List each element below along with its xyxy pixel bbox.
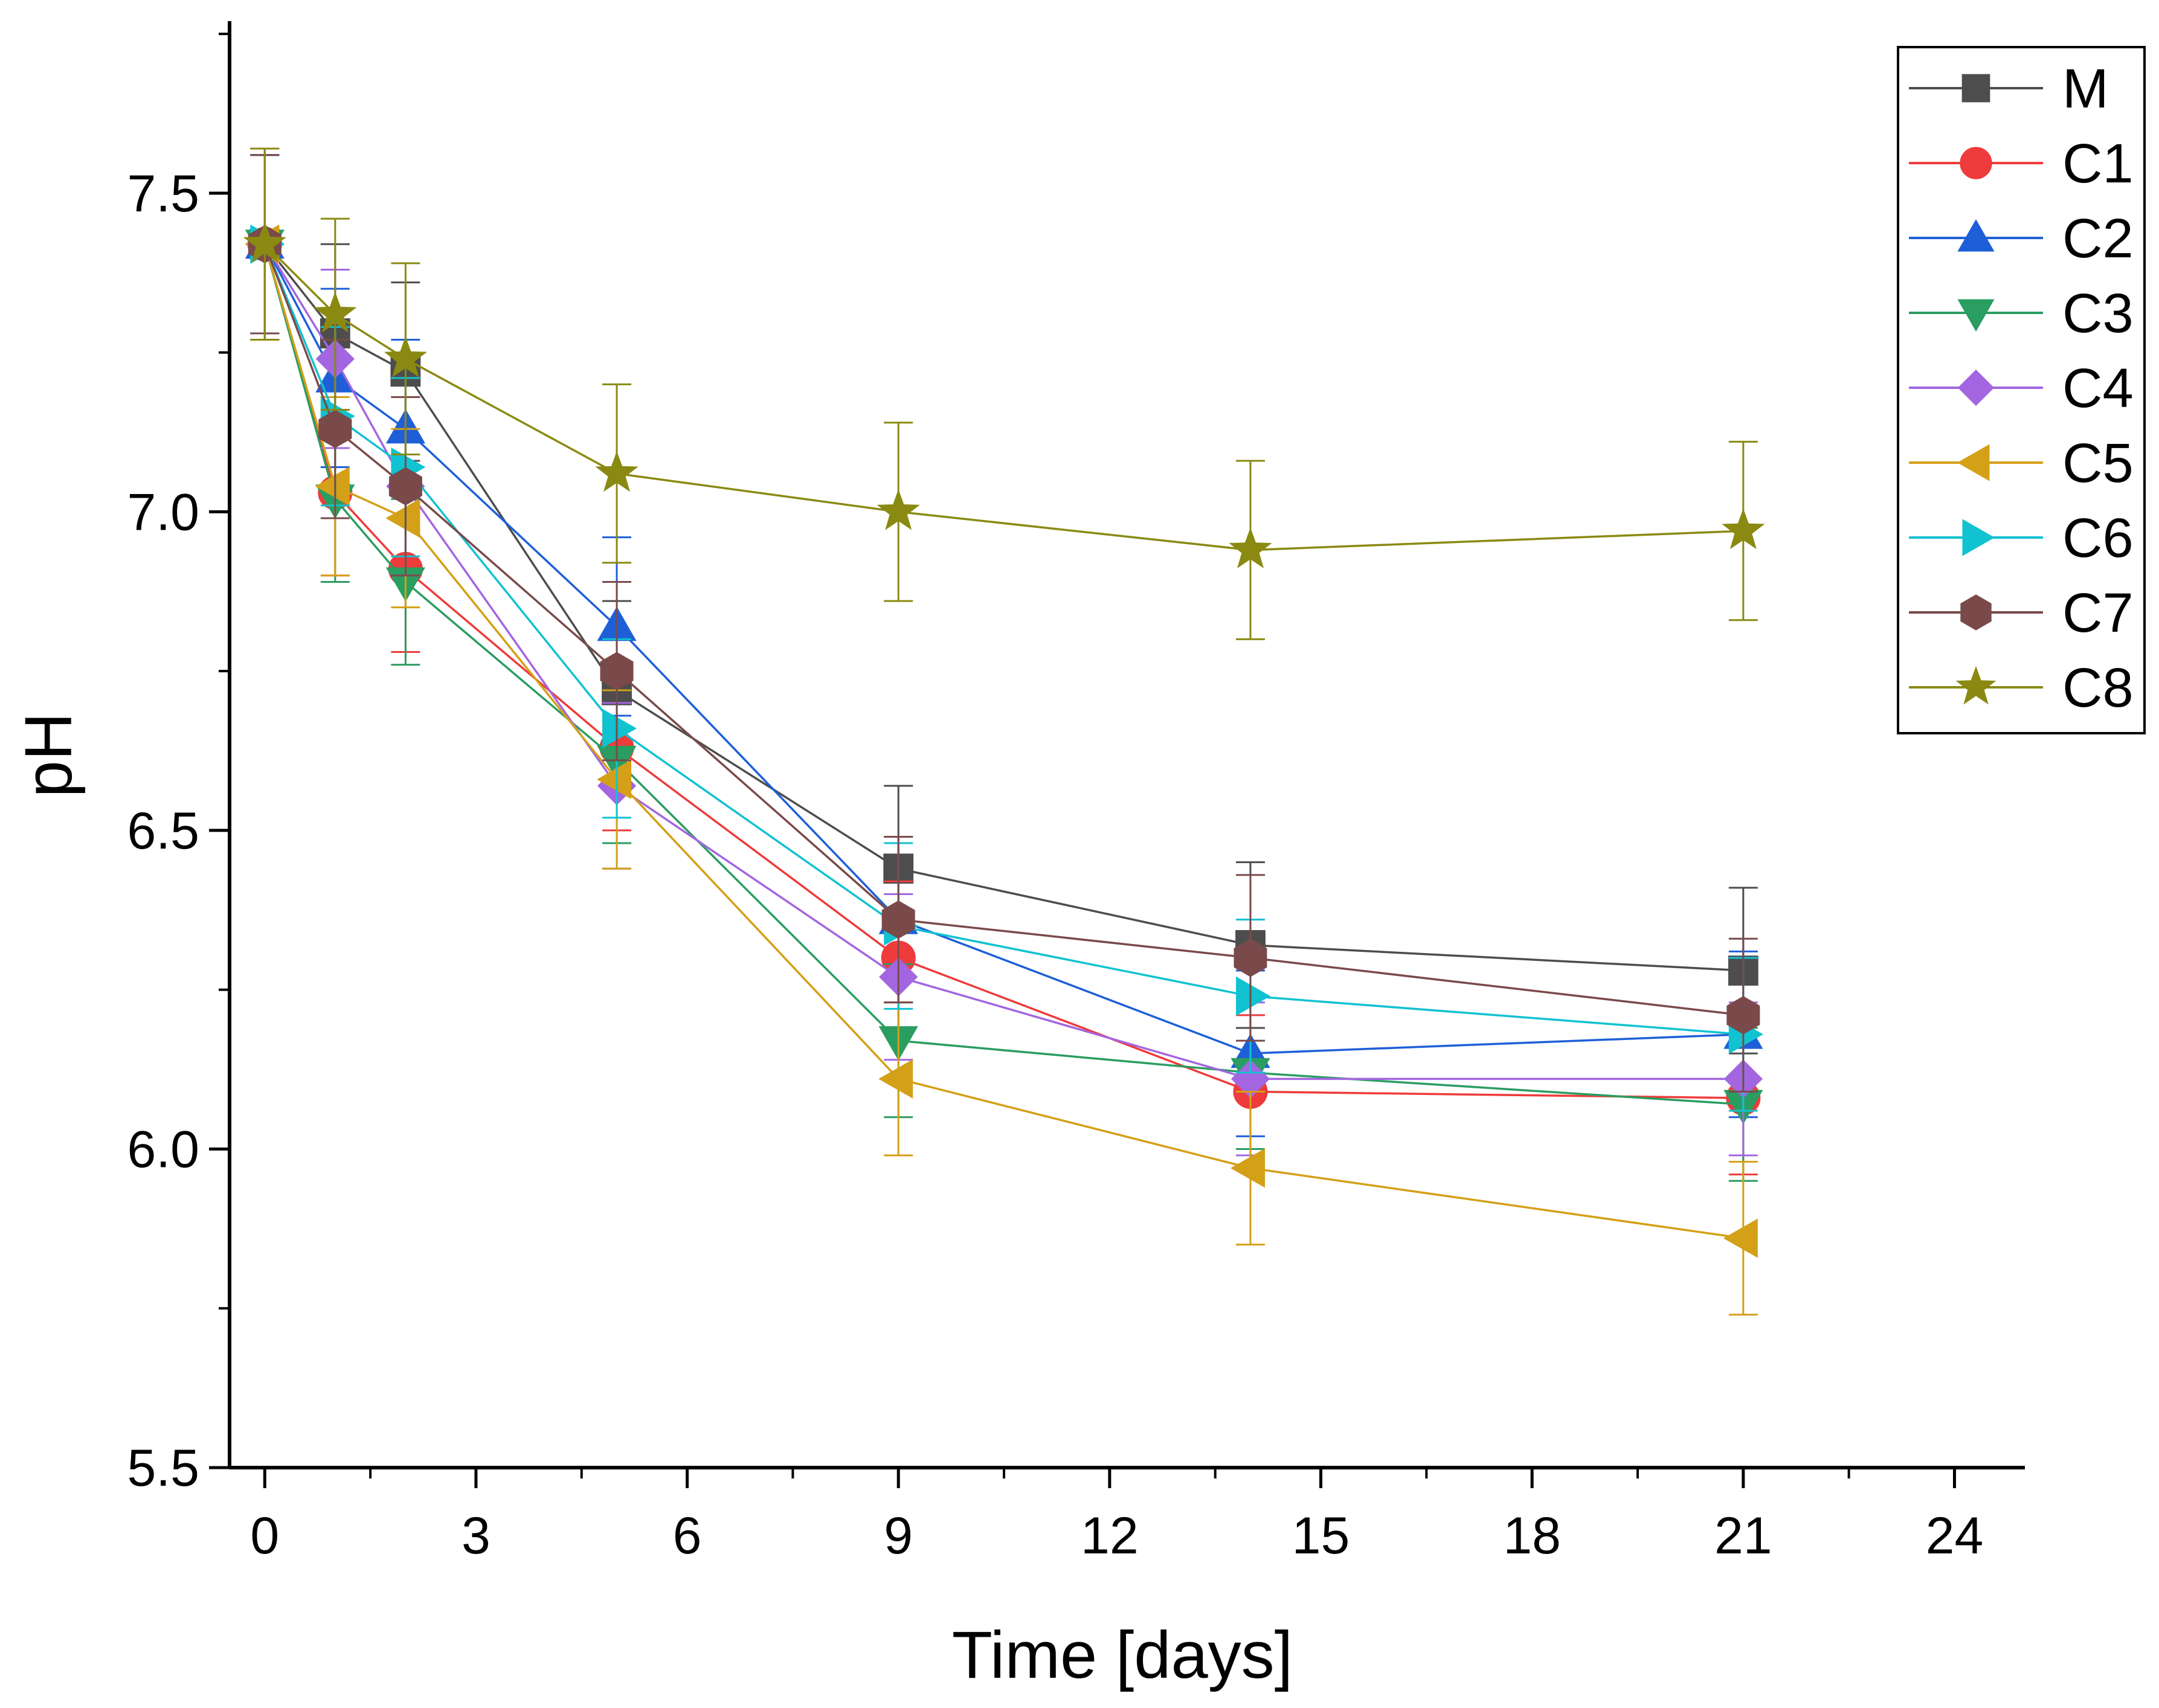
legend-label-M: M xyxy=(2062,58,2109,120)
x-tick-label: 0 xyxy=(250,1507,279,1565)
legend-label-C2: C2 xyxy=(2062,208,2134,269)
x-tick-label: 12 xyxy=(1081,1507,1139,1565)
y-tick-label: 7.5 xyxy=(127,165,199,223)
x-tick-label: 3 xyxy=(462,1507,491,1565)
data-point-C7 xyxy=(881,900,915,939)
legend-marker-C2 xyxy=(1957,219,1995,252)
legend-marker-C4 xyxy=(1957,369,1995,406)
y-tick-label: 7.0 xyxy=(127,483,199,541)
y-axis-title: pH xyxy=(11,713,86,798)
data-point-C5 xyxy=(596,759,631,800)
data-point-C5 xyxy=(1723,1218,1758,1258)
data-point-C8 xyxy=(314,291,357,333)
data-point-C7 xyxy=(318,409,352,448)
y-tick-label: 6.0 xyxy=(127,1120,199,1178)
x-tick-label: 21 xyxy=(1714,1507,1772,1565)
data-point-C8 xyxy=(1229,527,1272,568)
y-tick-label: 5.5 xyxy=(127,1439,199,1497)
legend-marker-C1 xyxy=(1960,147,1992,179)
data-point-C8 xyxy=(384,336,428,377)
data-point-C5 xyxy=(385,498,420,538)
data-point-C6 xyxy=(602,708,637,748)
legend-label-C8: C8 xyxy=(2062,657,2134,719)
x-tick-label: 15 xyxy=(1292,1507,1350,1565)
x-tick-label: 9 xyxy=(884,1507,913,1565)
data-point-C8 xyxy=(243,221,286,263)
x-tick-label: 6 xyxy=(673,1507,702,1565)
series-C8 xyxy=(243,147,1765,640)
axes-layer: 0 3 6 9 12 15 18 21 24 5.5 6.0 6.5 7.0 7.5 xyxy=(127,21,2025,1565)
legend-marker-C6 xyxy=(1962,519,1995,556)
data-point-C8 xyxy=(1722,508,1765,550)
y-tick-label: 6.5 xyxy=(127,802,199,860)
data-point-C8 xyxy=(877,489,920,530)
legend-label-C5: C5 xyxy=(2062,432,2134,494)
legend-marker-C5 xyxy=(1957,444,1990,481)
data-point-C6 xyxy=(1236,976,1271,1016)
legend-marker-C7 xyxy=(1960,594,1992,631)
data-point-C5 xyxy=(315,466,350,506)
series-layer xyxy=(243,147,1765,1316)
plot-area: 0 3 6 9 12 15 18 21 24 5.5 6.0 6.5 7.0 7.5 xyxy=(127,21,2025,1565)
legend: M C1 C2 C3 C4 C5 C6 C7 C8 xyxy=(1897,46,2146,734)
data-point-C8 xyxy=(595,451,639,492)
legend-marker-C3 xyxy=(1957,299,1995,332)
legend-marker-C8 xyxy=(1955,666,1997,705)
legend-label-C6: C6 xyxy=(2062,507,2134,569)
data-point-C5 xyxy=(1230,1148,1265,1188)
legend-box xyxy=(1897,46,2146,734)
data-point-C7 xyxy=(1726,996,1760,1035)
data-point-C7 xyxy=(1234,939,1267,977)
x-tick-label: 18 xyxy=(1503,1507,1561,1565)
data-point-C5 xyxy=(878,1059,913,1099)
x-axis-title: Time [days] xyxy=(952,1618,1293,1692)
x-tick-label: 24 xyxy=(1926,1507,1984,1565)
legend-label-C3: C3 xyxy=(2062,283,2134,344)
data-point-C7 xyxy=(600,652,634,690)
legend-label-C7: C7 xyxy=(2062,582,2134,644)
data-point-C7 xyxy=(388,467,422,506)
legend-label-C1: C1 xyxy=(2062,133,2134,194)
legend-marker-M xyxy=(1961,74,1990,103)
legend-label-C4: C4 xyxy=(2062,358,2134,419)
